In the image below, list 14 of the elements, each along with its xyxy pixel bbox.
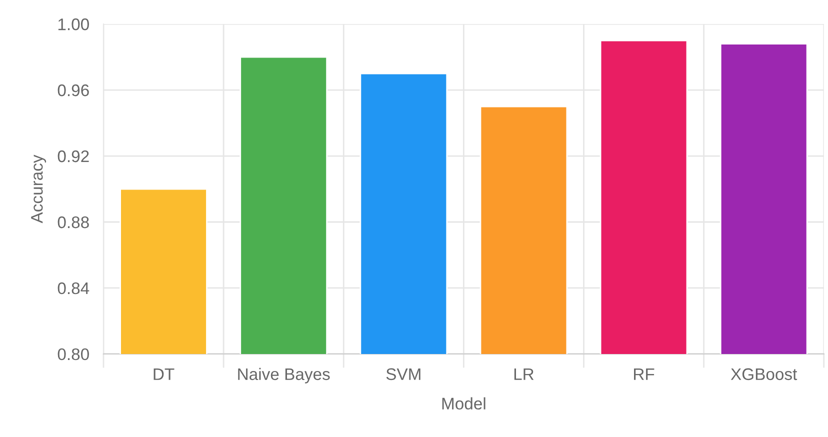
y-tick-label: 0.96 [58, 84, 89, 96]
x-axis-title: Model [442, 397, 486, 410]
x-tick-label: RF [634, 368, 654, 380]
x-tick-label: SVM [386, 368, 420, 380]
y-tick-label: 0.88 [58, 216, 89, 228]
y-tick-label: 0.80 [58, 348, 89, 360]
y-axis-title: Accuracy [31, 154, 46, 224]
x-tick-label: DT [154, 368, 174, 380]
y-tick-label: 0.84 [58, 282, 90, 294]
x-tick-label: Naive Bayes [238, 368, 330, 384]
x-tick-label: LR [514, 368, 534, 380]
x-tick-label: XGBoost [730, 368, 798, 380]
y-tick-label: 0.92 [58, 150, 89, 162]
y-tick-label: 1.00 [58, 18, 89, 30]
